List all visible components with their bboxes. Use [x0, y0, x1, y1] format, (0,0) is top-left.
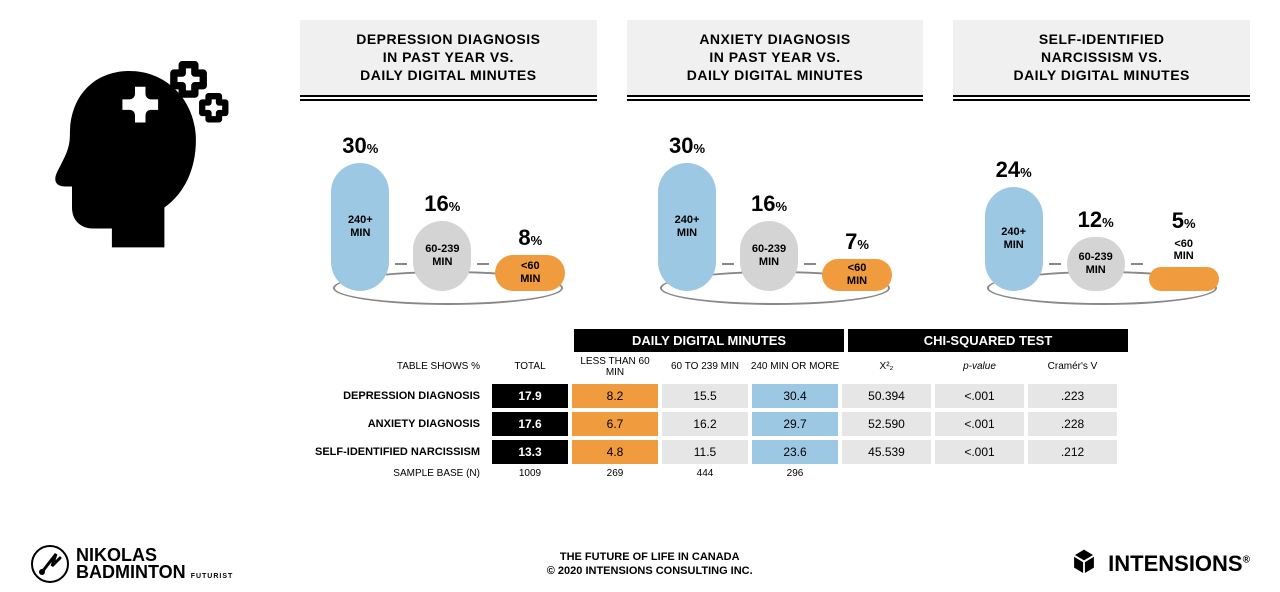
nikolas-logo: NIKOLAS BADMINTON FUTURIST: [30, 544, 233, 584]
pill: 60-239MIN: [1067, 237, 1125, 291]
pill-percent: 5%: [1172, 208, 1196, 234]
pill-group: 7% <60MIN: [822, 229, 892, 291]
pill-percent: 8%: [518, 225, 542, 251]
chart-block: SELF-IDENTIFIEDNARCISSISM VS.DAILY DIGIT…: [953, 20, 1250, 311]
pill: 240+MIN: [658, 163, 716, 291]
pct-note: TABLE SHOWS %: [290, 361, 490, 372]
table-row: SELF-IDENTIFIED NARCISSISM13.34.811.523.…: [290, 440, 1170, 464]
chart-title: DEPRESSION DIAGNOSISIN PAST YEAR VS.DAIL…: [300, 20, 597, 97]
table-group-header: CHI-SQUARED TEST: [848, 329, 1128, 352]
pill: 60-239MIN: [740, 221, 798, 291]
pill-group: 16% 60-239MIN: [413, 191, 471, 291]
pill: <60MIN: [495, 255, 565, 291]
chart-block: ANXIETY DIAGNOSISIN PAST YEAR VS.DAILY D…: [627, 20, 924, 311]
pill-chart: 24% 240+MIN 12% 60-239MIN 5% <60MIN: [953, 111, 1250, 311]
charts-wrap: DEPRESSION DIAGNOSISIN PAST YEAR VS.DAIL…: [300, 20, 1250, 311]
chart-block: DEPRESSION DIAGNOSISIN PAST YEAR VS.DAIL…: [300, 20, 597, 311]
table-group-header: DAILY DIGITAL MINUTES: [574, 329, 844, 352]
pill-group: 16% 60-239MIN: [740, 191, 798, 291]
chart-title: SELF-IDENTIFIEDNARCISSISM VS.DAILY DIGIT…: [953, 20, 1250, 97]
pill-percent: 16%: [424, 191, 460, 217]
data-table: DAILY DIGITAL MINUTES CHI-SQUARED TEST T…: [290, 329, 1170, 479]
head-health-icon: [30, 20, 290, 311]
pill: [1149, 267, 1219, 291]
pill-group: 12% 60-239MIN: [1067, 207, 1125, 291]
table-row: ANXIETY DIAGNOSIS17.66.716.229.752.590<.…: [290, 412, 1170, 436]
pill-chart: 30% 240+MIN 16% 60-239MIN 7% <60MIN: [627, 111, 924, 311]
intensions-logo: INTENSIONS®: [1066, 546, 1250, 582]
pill-label: <60MIN: [1174, 238, 1194, 262]
pill: 240+MIN: [331, 163, 389, 291]
pill-percent: 7%: [845, 229, 869, 255]
pill-group: 8% <60MIN: [495, 225, 565, 291]
pill-percent: 30%: [669, 133, 705, 159]
pill-chart: 30% 240+MIN 16% 60-239MIN 8% <60MIN: [300, 111, 597, 311]
pill-group: 30% 240+MIN: [331, 133, 389, 291]
pill-percent: 24%: [996, 157, 1032, 183]
pill-percent: 16%: [751, 191, 787, 217]
pill: 240+MIN: [985, 187, 1043, 291]
top-row: DEPRESSION DIAGNOSISIN PAST YEAR VS.DAIL…: [30, 20, 1250, 311]
pill-percent: 12%: [1078, 207, 1114, 233]
footer: NIKOLAS BADMINTON FUTURIST THE FUTURE OF…: [0, 544, 1280, 584]
pill: 60-239MIN: [413, 221, 471, 291]
pill-group: 5% <60MIN: [1149, 208, 1219, 290]
pill-group: 30% 240+MIN: [658, 133, 716, 291]
pill: <60MIN: [822, 259, 892, 291]
footer-credits: THE FUTURE OF LIFE IN CANADA © 2020 INTE…: [547, 550, 753, 579]
pill-percent: 30%: [342, 133, 378, 159]
pill-group: 24% 240+MIN: [985, 157, 1043, 291]
chart-title: ANXIETY DIAGNOSISIN PAST YEAR VS.DAILY D…: [627, 20, 924, 97]
table-row: DEPRESSION DIAGNOSIS17.98.215.530.450.39…: [290, 384, 1170, 408]
